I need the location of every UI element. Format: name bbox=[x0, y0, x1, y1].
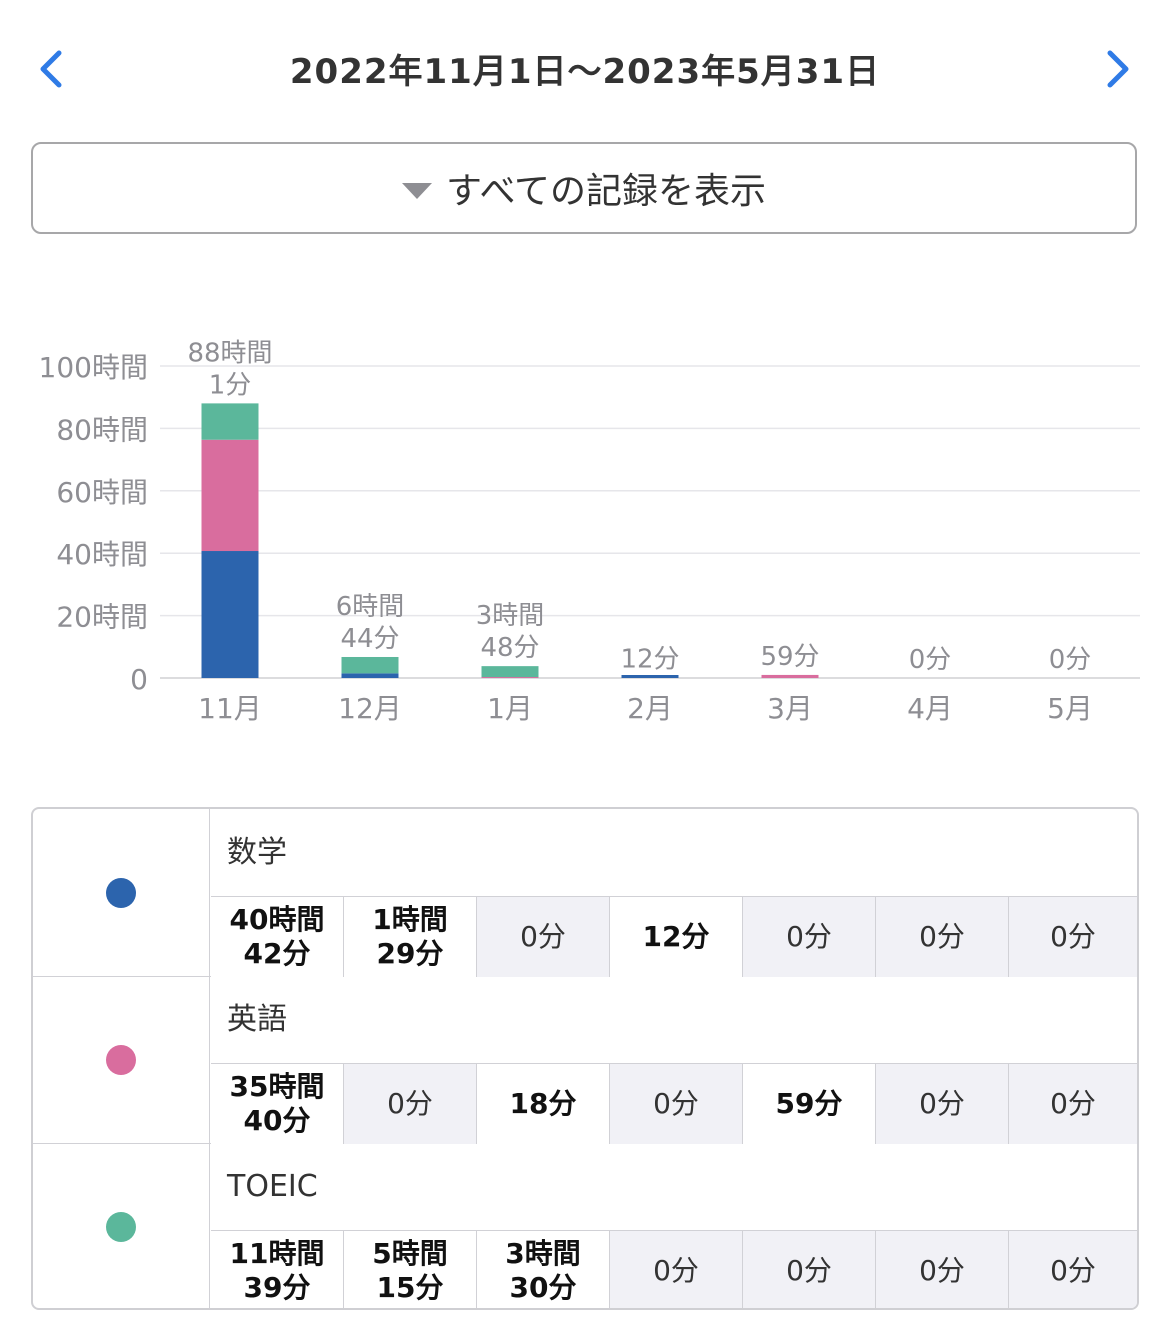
bar-segment bbox=[201, 403, 259, 440]
month-value-cell: 18分 bbox=[477, 1064, 610, 1144]
month-value-cell: 0分 bbox=[876, 1064, 1009, 1144]
month-value-cell: 3時間 30分 bbox=[477, 1231, 610, 1308]
bar-segment bbox=[341, 673, 399, 678]
bar-segment bbox=[761, 674, 819, 678]
x-tick-label: 5月 bbox=[1047, 692, 1093, 725]
subject-row: TOEIC 11時間 39分 5時間 15分 3時間 30分 0分 0分 0分 0分 bbox=[33, 1143, 1137, 1308]
bar-total-label: 0分 bbox=[1049, 645, 1092, 675]
subject-row: 数学 40時間 42分 1時間 29分 0分 12分 0分 0分 0分 bbox=[33, 809, 1137, 977]
y-tick-label: 60時間 bbox=[56, 476, 148, 509]
month-value-cell: 12分 bbox=[610, 897, 743, 977]
date-range-title: 2022年11月1日〜2023年5月31日 bbox=[289, 52, 881, 92]
subject-color-cell bbox=[33, 1143, 210, 1308]
bar-total-label: 44分 bbox=[340, 624, 399, 654]
x-tick-label: 11月 bbox=[198, 692, 262, 725]
subject-row: 英語 35時間 40分 0分 18分 0分 59分 0分 0分 bbox=[33, 976, 1137, 1144]
x-tick-label: 2月 bbox=[627, 692, 673, 725]
bar-segment bbox=[341, 656, 399, 674]
subject-color-cell bbox=[33, 976, 210, 1143]
monthly-study-time-chart: 0 20時間 40時間 60時間 80時間 100時間 88時間 1分 11月 6時間 44分 12月… bbox=[0, 300, 1170, 750]
bar-segment bbox=[201, 439, 259, 552]
monthly-values: 11時間 39分 5時間 15分 3時間 30分 0分 0分 0分 0分 bbox=[211, 1231, 1137, 1308]
month-value-cell: 1時間 29分 bbox=[344, 897, 477, 977]
bar-total-label: 59分 bbox=[760, 642, 819, 672]
triangle-down-icon bbox=[401, 183, 432, 199]
subject-color-dot bbox=[106, 1044, 136, 1075]
month-value-cell: 0分 bbox=[1009, 1064, 1137, 1144]
x-tick-label: 3月 bbox=[767, 692, 813, 725]
subject-name: 数学 bbox=[211, 809, 1137, 897]
y-tick-label: 80時間 bbox=[56, 413, 148, 446]
month-value-cell: 0分 bbox=[876, 897, 1009, 977]
month-value-cell: 0分 bbox=[344, 1064, 477, 1144]
filter-label: すべての記録を表示 bbox=[445, 171, 767, 212]
bar-segment bbox=[621, 675, 679, 678]
show-all-records-dropdown[interactable]: すべての記録を表示 bbox=[31, 142, 1137, 234]
month-value-cell: 11時間 39分 bbox=[211, 1231, 344, 1308]
bar-total-label: 0分 bbox=[909, 645, 952, 675]
month-value-cell: 0分 bbox=[876, 1231, 1009, 1308]
y-tick-label: 0 bbox=[130, 663, 148, 696]
month-value-cell: 0分 bbox=[477, 897, 610, 977]
subject-color-dot bbox=[106, 1212, 136, 1242]
month-value-cell: 59分 bbox=[743, 1064, 876, 1144]
month-value-cell: 0分 bbox=[1009, 897, 1137, 977]
month-value-cell: 0分 bbox=[1009, 1231, 1137, 1308]
month-value-cell: 5時間 15分 bbox=[344, 1231, 477, 1308]
bar-segment bbox=[201, 551, 259, 678]
x-tick-label: 12月 bbox=[338, 692, 402, 725]
month-value-cell: 0分 bbox=[610, 1064, 743, 1144]
subject-name: 英語 bbox=[211, 976, 1137, 1064]
subject-name: TOEIC bbox=[211, 1143, 1137, 1231]
monthly-values: 40時間 42分 1時間 29分 0分 12分 0分 0分 0分 bbox=[211, 897, 1137, 977]
month-value-cell: 0分 bbox=[743, 1231, 876, 1308]
bar-total-label: 6時間 bbox=[336, 592, 405, 622]
next-period-button[interactable] bbox=[1093, 44, 1143, 94]
month-value-cell: 40時間 42分 bbox=[211, 897, 344, 977]
y-tick-label: 20時間 bbox=[56, 601, 148, 634]
x-tick-label: 4月 bbox=[907, 692, 953, 725]
y-tick-label: 100時間 bbox=[39, 351, 148, 384]
bar-total-label: 88時間 bbox=[187, 338, 272, 368]
month-value-cell: 0分 bbox=[743, 897, 876, 977]
subject-color-cell bbox=[33, 809, 210, 976]
month-value-cell: 35時間 40分 bbox=[211, 1064, 344, 1144]
bar-total-label: 48分 bbox=[480, 633, 539, 663]
month-value-cell: 0分 bbox=[610, 1231, 743, 1308]
subject-summary-table: 数学 40時間 42分 1時間 29分 0分 12分 0分 0分 0分 英語 35時間 40分 0分… bbox=[31, 807, 1139, 1310]
chevron-right-icon bbox=[1107, 50, 1129, 88]
y-tick-label: 40時間 bbox=[56, 538, 148, 571]
header: 2022年11月1日〜2023年5月31日 bbox=[0, 0, 1170, 140]
bar-total-label: 3時間 bbox=[476, 601, 545, 631]
subject-color-dot bbox=[106, 877, 136, 908]
previous-period-button[interactable] bbox=[26, 44, 76, 94]
chevron-left-icon bbox=[40, 50, 62, 88]
monthly-values: 35時間 40分 0分 18分 0分 59分 0分 0分 bbox=[211, 1064, 1137, 1144]
bar-segment bbox=[481, 666, 539, 678]
bar-total-label: 1分 bbox=[209, 370, 252, 400]
bar-total-label: 12分 bbox=[620, 644, 679, 674]
x-tick-label: 1月 bbox=[487, 692, 533, 725]
